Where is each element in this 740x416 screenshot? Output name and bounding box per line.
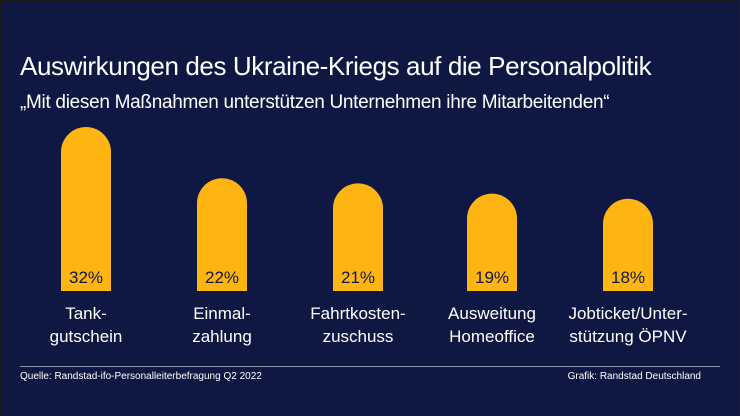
graphic-credit: Grafik: Randstad Deutschland bbox=[567, 371, 701, 382]
category-label-1-line-2: gutschein bbox=[50, 327, 123, 346]
bar-2 bbox=[197, 178, 247, 291]
bar-value-label-5: 18% bbox=[611, 268, 645, 287]
bar-5 bbox=[603, 198, 653, 291]
bar-4 bbox=[467, 193, 517, 291]
category-label-2-line-1: Einmal- bbox=[193, 304, 251, 323]
bar-value-label-3: 21% bbox=[341, 268, 375, 287]
category-label-2-line-2: zahlung bbox=[192, 327, 252, 346]
category-label-3-line-2: zuschuss bbox=[323, 327, 394, 346]
chart-title: Auswirkungen des Ukraine-Kriegs auf die … bbox=[20, 51, 652, 81]
category-label-3-line-1: Fahrtkosten- bbox=[310, 304, 405, 323]
bar-value-label-4: 19% bbox=[475, 268, 509, 287]
chart-subtitle: „Mit diesen Maßnahmen unterstützen Unter… bbox=[20, 92, 610, 113]
category-label-4-line-1: Ausweitung bbox=[448, 304, 536, 323]
bar-value-label-2: 22% bbox=[205, 268, 239, 287]
bar-1 bbox=[61, 127, 111, 291]
category-label-4-line-2: Homeoffice bbox=[449, 327, 535, 346]
bar-3 bbox=[333, 183, 383, 291]
category-label-5-line-1: Jobticket/Unter- bbox=[568, 304, 687, 323]
category-label-5-line-2: stützung ÖPNV bbox=[569, 327, 687, 346]
category-label-1-line-1: Tank- bbox=[65, 304, 107, 323]
source-note: Quelle: Randstad-ifo-Personalleiterbefra… bbox=[20, 371, 262, 382]
bar-value-label-1: 32% bbox=[69, 268, 103, 287]
footer-divider bbox=[20, 366, 720, 367]
